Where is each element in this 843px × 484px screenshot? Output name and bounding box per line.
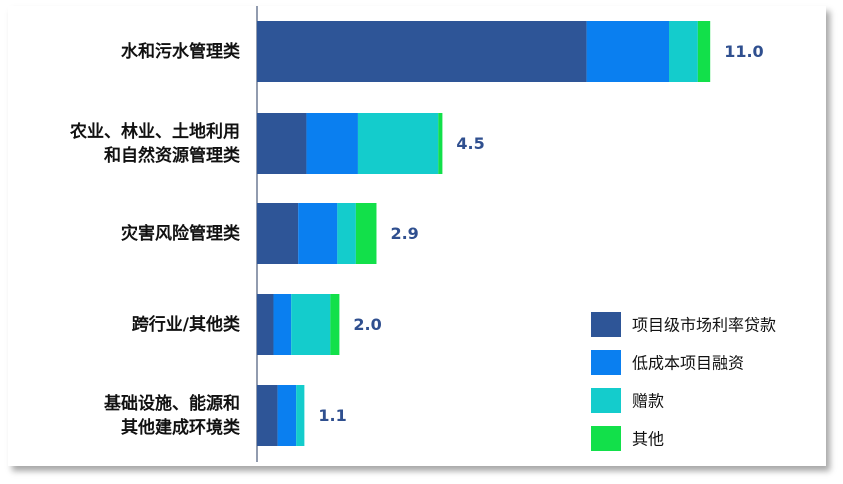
legend-label-1: 低成本项目融资 (632, 354, 744, 373)
bar-segment-2-2 (337, 203, 356, 264)
legend-label-2: 赠款 (632, 392, 664, 411)
bar-segment-3-0 (257, 294, 274, 355)
bar-segment-3-2 (291, 294, 331, 355)
total-label-4: 1.1 (318, 406, 346, 425)
total-label-2: 2.9 (390, 224, 418, 243)
category-label-2-0: 灾害风险管理类 (121, 223, 241, 244)
legend-label-3: 其他 (632, 430, 664, 449)
legend-swatch-1 (591, 350, 621, 375)
total-label-3: 2.0 (353, 315, 381, 334)
bar-segment-4-1 (277, 385, 297, 446)
category-label-0-0: 水和污水管理类 (121, 41, 241, 62)
bar-segment-3-1 (273, 294, 292, 355)
bar-segment-2-0 (257, 203, 299, 264)
bar-segment-1-3 (438, 113, 443, 174)
bar-segment-0-3 (697, 21, 711, 82)
legend-swatch-2 (591, 388, 621, 413)
total-label-0: 11.0 (724, 42, 763, 61)
bar-segment-4-2 (296, 385, 305, 446)
legend-swatch-0 (591, 312, 621, 337)
bar-segment-0-2 (669, 21, 698, 82)
bar-segment-2-3 (355, 203, 377, 264)
bar-segment-1-1 (306, 113, 358, 174)
legend-swatch-3 (591, 426, 621, 451)
total-label-1: 4.5 (456, 134, 484, 153)
chart-card (8, 6, 826, 466)
category-label-1-0: 农业、林业、土地利用 (69, 121, 240, 142)
category-label-1-1: 和自然资源管理类 (104, 145, 241, 166)
bar-segment-0-1 (586, 21, 669, 82)
legend-label-0: 项目级市场利率贷款 (632, 316, 776, 335)
bar-segment-4-0 (257, 385, 278, 446)
bars-layer (257, 21, 711, 446)
category-label-4-0: 基础设施、能源和 (103, 393, 240, 414)
bar-segment-1-2 (357, 113, 439, 174)
category-label-3-0: 跨行业/其他类 (132, 314, 241, 335)
bar-segment-0-0 (257, 21, 587, 82)
bar-segment-3-3 (330, 294, 340, 355)
bar-segment-1-0 (257, 113, 307, 174)
bar-segment-2-1 (298, 203, 338, 264)
category-label-4-1: 其他建成环境类 (121, 417, 241, 438)
